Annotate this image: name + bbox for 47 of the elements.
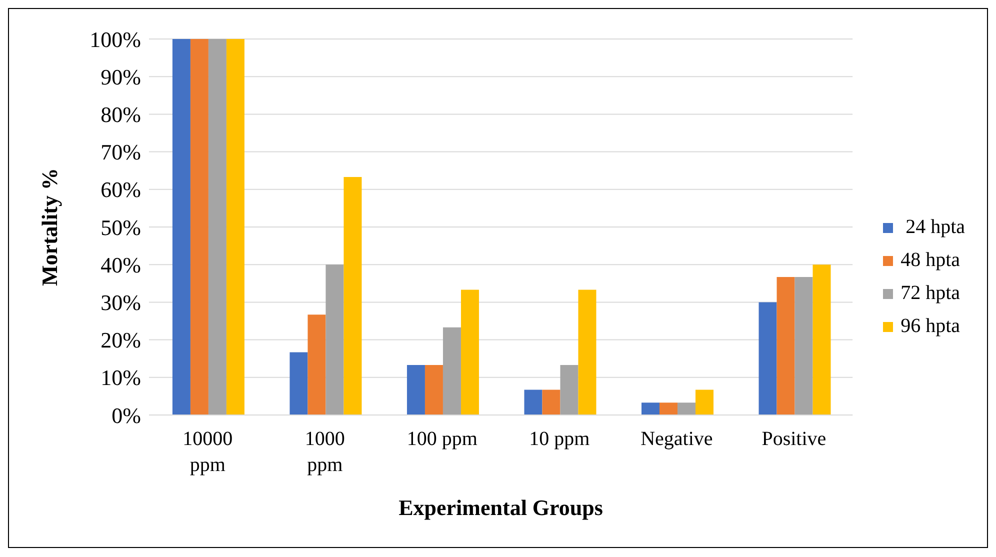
- legend-label: 24 hpta: [904, 216, 965, 239]
- x-tick-label: Positive: [762, 428, 826, 450]
- x-tick-label: Negative: [640, 428, 713, 450]
- bar: [208, 39, 226, 415]
- bar: [677, 402, 696, 415]
- bar: [542, 390, 560, 415]
- bar: [226, 39, 244, 415]
- y-tick-label: 20%: [100, 328, 141, 353]
- y-tick-label: 50%: [100, 214, 141, 240]
- bar: [424, 364, 443, 415]
- bar: [344, 176, 362, 415]
- x-tick-label: 100 ppm: [406, 428, 478, 450]
- x-tick-label: 1000 ppm: [304, 428, 345, 476]
- y-tick-label: 90%: [100, 64, 141, 90]
- bar: [190, 39, 208, 415]
- x-tick-label: 10 ppm: [529, 428, 590, 450]
- bar: [776, 277, 795, 415]
- bar: [812, 264, 831, 415]
- legend-label: 48 hpta: [900, 249, 960, 272]
- y-tick-label: 40%: [100, 252, 141, 278]
- bar: [659, 402, 678, 415]
- legend-label: 72 hpta: [900, 282, 960, 305]
- bar: [172, 39, 190, 415]
- y-axis-title: Mortality %: [36, 168, 62, 286]
- y-tick-label: 80%: [100, 102, 141, 128]
- bar: [290, 352, 308, 415]
- bar: [560, 364, 578, 415]
- bar: [695, 390, 714, 415]
- y-tick-label: 0%: [112, 402, 141, 428]
- legend-label: 96 hpta: [900, 315, 960, 338]
- bar: [406, 364, 425, 415]
- bar: [460, 290, 479, 415]
- bar: [758, 302, 777, 415]
- y-tick-label: 30%: [100, 290, 141, 316]
- bar: [308, 314, 326, 415]
- bar: [794, 277, 813, 415]
- y-tick-label: 10%: [100, 365, 141, 390]
- y-tick-label: 100%: [90, 26, 141, 52]
- bar: [524, 390, 542, 415]
- x-axis-title: Experimental Groups: [398, 495, 604, 520]
- bar: [442, 327, 461, 415]
- y-tick-label: 70%: [100, 140, 141, 165]
- bar: [326, 264, 344, 415]
- bar: [578, 290, 596, 415]
- y-tick-label: 60%: [100, 177, 141, 202]
- x-tick-label: 10000 ppm: [182, 428, 233, 476]
- bar: [641, 402, 660, 415]
